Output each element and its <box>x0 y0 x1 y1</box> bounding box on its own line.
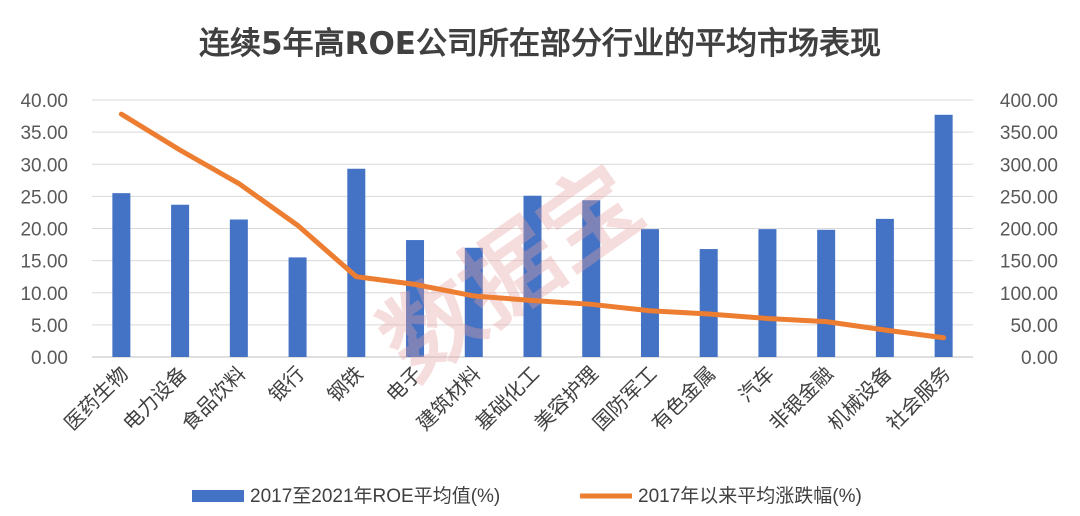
bar-机械设备 <box>875 218 894 357</box>
category-label: 电力设备 <box>118 362 192 436</box>
category-label: 基础化工 <box>470 362 544 436</box>
left-tick-label: 15.00 <box>20 252 68 273</box>
left-tick-label: 5.00 <box>31 316 68 337</box>
category-label: 有色金属 <box>647 362 721 436</box>
bar-series <box>112 114 953 357</box>
bar-社会服务 <box>934 114 953 357</box>
category-label: 汽车 <box>734 362 779 407</box>
bar-钢铁 <box>347 168 366 357</box>
line-series <box>118 111 947 341</box>
right-tick-label: 250.00 <box>1000 187 1058 208</box>
category-label: 美容护理 <box>529 362 603 436</box>
bar-有色金属 <box>699 249 718 357</box>
right-tick-label: 200.00 <box>1000 220 1058 241</box>
bar-电力设备 <box>171 204 190 357</box>
bar-建筑材料 <box>464 247 483 357</box>
legend-label-change: 2017年以来平均涨跌幅(%) <box>638 485 862 507</box>
right-tick-label: 350.00 <box>1000 123 1058 144</box>
right-tick-label: 100.00 <box>1000 284 1058 305</box>
category-label: 钢铁 <box>323 362 368 407</box>
category-label: 银行 <box>264 362 309 407</box>
right-tick-label: 0.00 <box>1021 348 1058 369</box>
legend-label-roe: 2017至2021年ROE平均值(%) <box>250 485 500 507</box>
left-axis-ticks: 0.00 5.00 10.00 15.00 20.00 25.00 30.00 35.00 40… <box>20 91 68 369</box>
watermark-text: 数据宝 <box>361 145 661 402</box>
bar-美容护理 <box>582 200 601 357</box>
category-label: 机械设备 <box>823 362 897 436</box>
chart-title: 连续5年高ROE公司所在部分行业的平均市场表现 <box>199 26 881 62</box>
bar-基础化工 <box>523 195 542 357</box>
left-tick-label: 40.00 <box>20 91 68 112</box>
right-tick-label: 400.00 <box>1000 91 1058 112</box>
bar-国防军工 <box>640 229 659 357</box>
category-label: 非银金融 <box>764 362 838 436</box>
right-axis-ticks: 0.00 50.00 100.00 150.00 200.00 250.00 300.00 3… <box>1000 91 1058 369</box>
right-tick-label: 150.00 <box>1000 252 1058 273</box>
category-label: 食品饮料 <box>177 362 251 436</box>
watermark: 数据宝 <box>361 145 661 402</box>
bar-非银金融 <box>817 229 836 357</box>
right-tick-label: 300.00 <box>1000 155 1058 176</box>
bar-银行 <box>288 257 307 357</box>
bar-食品饮料 <box>229 219 248 357</box>
category-label: 社会服务 <box>882 362 956 436</box>
category-label: 国防军工 <box>588 362 662 436</box>
left-tick-label: 30.00 <box>20 155 68 176</box>
left-tick-label: 0.00 <box>31 348 68 369</box>
bar-汽车 <box>758 229 777 357</box>
category-label: 医药生物 <box>59 362 133 436</box>
legend: 2017至2021年ROE平均值(%) 2017年以来平均涨跌幅(%) <box>192 485 862 507</box>
bar-医药生物 <box>112 193 131 357</box>
right-tick-label: 50.00 <box>1010 316 1058 337</box>
left-tick-label: 10.00 <box>20 284 68 305</box>
left-tick-label: 35.00 <box>20 123 68 144</box>
left-tick-label: 20.00 <box>20 220 68 241</box>
bar-电子 <box>406 240 425 357</box>
legend-swatch-roe <box>192 490 244 502</box>
left-tick-label: 25.00 <box>20 187 68 208</box>
